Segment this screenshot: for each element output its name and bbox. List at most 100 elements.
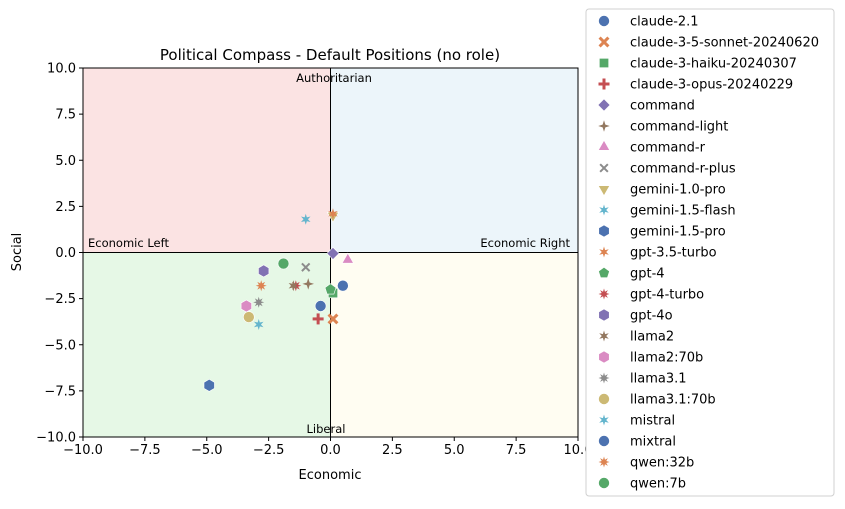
legend-label: command-r xyxy=(630,141,706,156)
legend-item: mixtral xyxy=(598,435,676,450)
legend-marker xyxy=(598,372,610,384)
x-tick-label: 5.0 xyxy=(444,443,465,458)
legend-label: claude-3-opus-20240229 xyxy=(630,78,793,93)
y-tick-label: −7.5 xyxy=(44,384,76,399)
annotation-economic-left: Economic Left xyxy=(88,236,169,250)
legend-marker xyxy=(598,224,610,238)
legend-label: gemini-1.0-pro xyxy=(630,183,726,198)
legend-label: claude-3-5-sonnet-20240620 xyxy=(630,36,819,51)
quadrant-authoritarian-right xyxy=(330,68,578,253)
legend-item: claude-2.1 xyxy=(598,15,699,30)
legend-label: gpt-4-turbo xyxy=(630,288,704,303)
legend-marker xyxy=(599,204,609,216)
legend-item: mistral xyxy=(599,414,675,429)
legend-item: qwen:32b xyxy=(598,456,694,471)
point-claude-3-opus-20240229 xyxy=(312,313,324,325)
legend-item: command-r xyxy=(597,139,706,156)
y-tick-label: −2.5 xyxy=(44,292,76,307)
legend-label: qwen:7b xyxy=(630,477,686,492)
legend-item: claude-3-opus-20240229 xyxy=(598,78,793,93)
point-claude-3-5-sonnet-20240620 xyxy=(327,313,339,325)
legend: claude-2.1 claude-3-5-sonnet-20240620 clau… xyxy=(585,8,835,497)
x-axis-ticks: −10.0 −7.5 −5.0 −2.5 0.0 2.5 5.0 7.5 10.0 xyxy=(63,437,592,458)
x-tick-label: 7.5 xyxy=(506,443,527,458)
quadrant-libertarian-left xyxy=(83,252,331,437)
x-tick-label: −2.5 xyxy=(253,443,285,458)
legend-marker xyxy=(598,288,610,300)
point-command-r xyxy=(341,252,355,264)
point-mixtral xyxy=(314,300,327,312)
legend-label: llama2:70b xyxy=(630,351,703,366)
point-gpt-4o xyxy=(258,264,270,278)
y-tick-label: 2.5 xyxy=(55,200,76,215)
legend-item: gpt-4o xyxy=(598,309,673,324)
x-tick-label: 2.5 xyxy=(382,443,403,458)
legend-item: gemini-1.0-pro xyxy=(597,183,726,198)
point-llama3-1-70b xyxy=(243,311,255,323)
x-tick-label: 10.0 xyxy=(564,443,593,458)
point-gpt-4 xyxy=(324,283,337,295)
legend-marker xyxy=(598,350,610,364)
legend-marker xyxy=(598,36,610,48)
annotation-liberal: Liberal xyxy=(307,422,346,436)
legend-marker xyxy=(597,98,611,112)
chart-title: Political Compass - Default Positions (n… xyxy=(160,46,500,64)
legend-label: llama3.1:70b xyxy=(630,393,716,408)
legend-label: gpt-4o xyxy=(630,309,673,324)
legend-item: command-light xyxy=(598,120,728,135)
legend-label: mistral xyxy=(630,414,675,429)
legend-marker xyxy=(598,477,610,489)
legend-label: mixtral xyxy=(630,435,676,450)
legend-item: gemini-1.5-flash xyxy=(599,204,736,219)
point-qwen-32b xyxy=(255,280,267,292)
legend-item: gpt-4-turbo xyxy=(598,288,704,303)
quadrant-libertarian-right xyxy=(330,252,578,437)
legend-marker xyxy=(598,120,610,132)
y-axis-label: Social xyxy=(10,233,25,272)
quadrant-backgrounds xyxy=(83,68,578,437)
legend-marker xyxy=(599,163,609,173)
y-tick-label: 7.5 xyxy=(55,108,76,123)
legend-item: gpt-4 xyxy=(598,266,665,282)
legend-label: qwen:32b xyxy=(630,456,694,471)
y-tick-label: −5.0 xyxy=(44,338,76,353)
legend-item: command xyxy=(597,98,695,114)
point-command-light xyxy=(302,278,314,290)
legend-marker xyxy=(598,435,610,447)
data-points xyxy=(203,208,355,392)
point-llama2-70b xyxy=(240,299,252,313)
legend-item: gemini-1.5-pro xyxy=(598,224,726,240)
y-tick-label: 10.0 xyxy=(47,62,76,77)
legend-frame xyxy=(585,8,835,497)
legend-label: llama3.1 xyxy=(630,372,687,387)
point-gemini-1-5-flash xyxy=(300,213,311,225)
legend-item: gpt-3.5-turbo xyxy=(599,246,717,261)
legend-marker xyxy=(598,78,610,90)
point-command-r-plus xyxy=(301,262,311,272)
point-gemini-1-5-pro xyxy=(203,378,215,392)
x-axis-label: Economic xyxy=(299,468,362,483)
point-claude-2-1 xyxy=(337,279,349,292)
x-tick-label: 0.0 xyxy=(320,443,341,458)
legend-label: gpt-3.5-turbo xyxy=(630,246,717,261)
legend-item: command-r-plus xyxy=(599,162,736,177)
y-tick-label: 5.0 xyxy=(55,154,76,169)
legend-marker xyxy=(598,266,610,278)
quadrant-authoritarian-left xyxy=(83,68,331,253)
y-axis-ticks: −10.0 −7.5 −5.0 −2.5 0.0 2.5 5.0 7.5 10.0 xyxy=(36,62,83,446)
x-tick-label: −5.0 xyxy=(191,443,223,458)
point-mistral xyxy=(253,318,264,330)
legend-item: llama3.1:70b xyxy=(598,393,716,408)
legend-item: llama2:70b xyxy=(598,350,703,366)
annotation-economic-right: Economic Right xyxy=(480,236,570,250)
legend-label: command-light xyxy=(630,120,728,135)
annotation-authoritarian: Authoritarian xyxy=(296,71,372,85)
x-tick-label: −10.0 xyxy=(63,443,103,458)
legend-item: claude-3-haiku-20240307 xyxy=(599,57,797,72)
legend-label: gemini-1.5-pro xyxy=(630,225,726,240)
point-qwen-7b xyxy=(277,257,290,270)
legend-marker xyxy=(599,246,609,258)
legend-marker xyxy=(597,185,611,197)
legend-item: llama3.1 xyxy=(598,372,687,387)
